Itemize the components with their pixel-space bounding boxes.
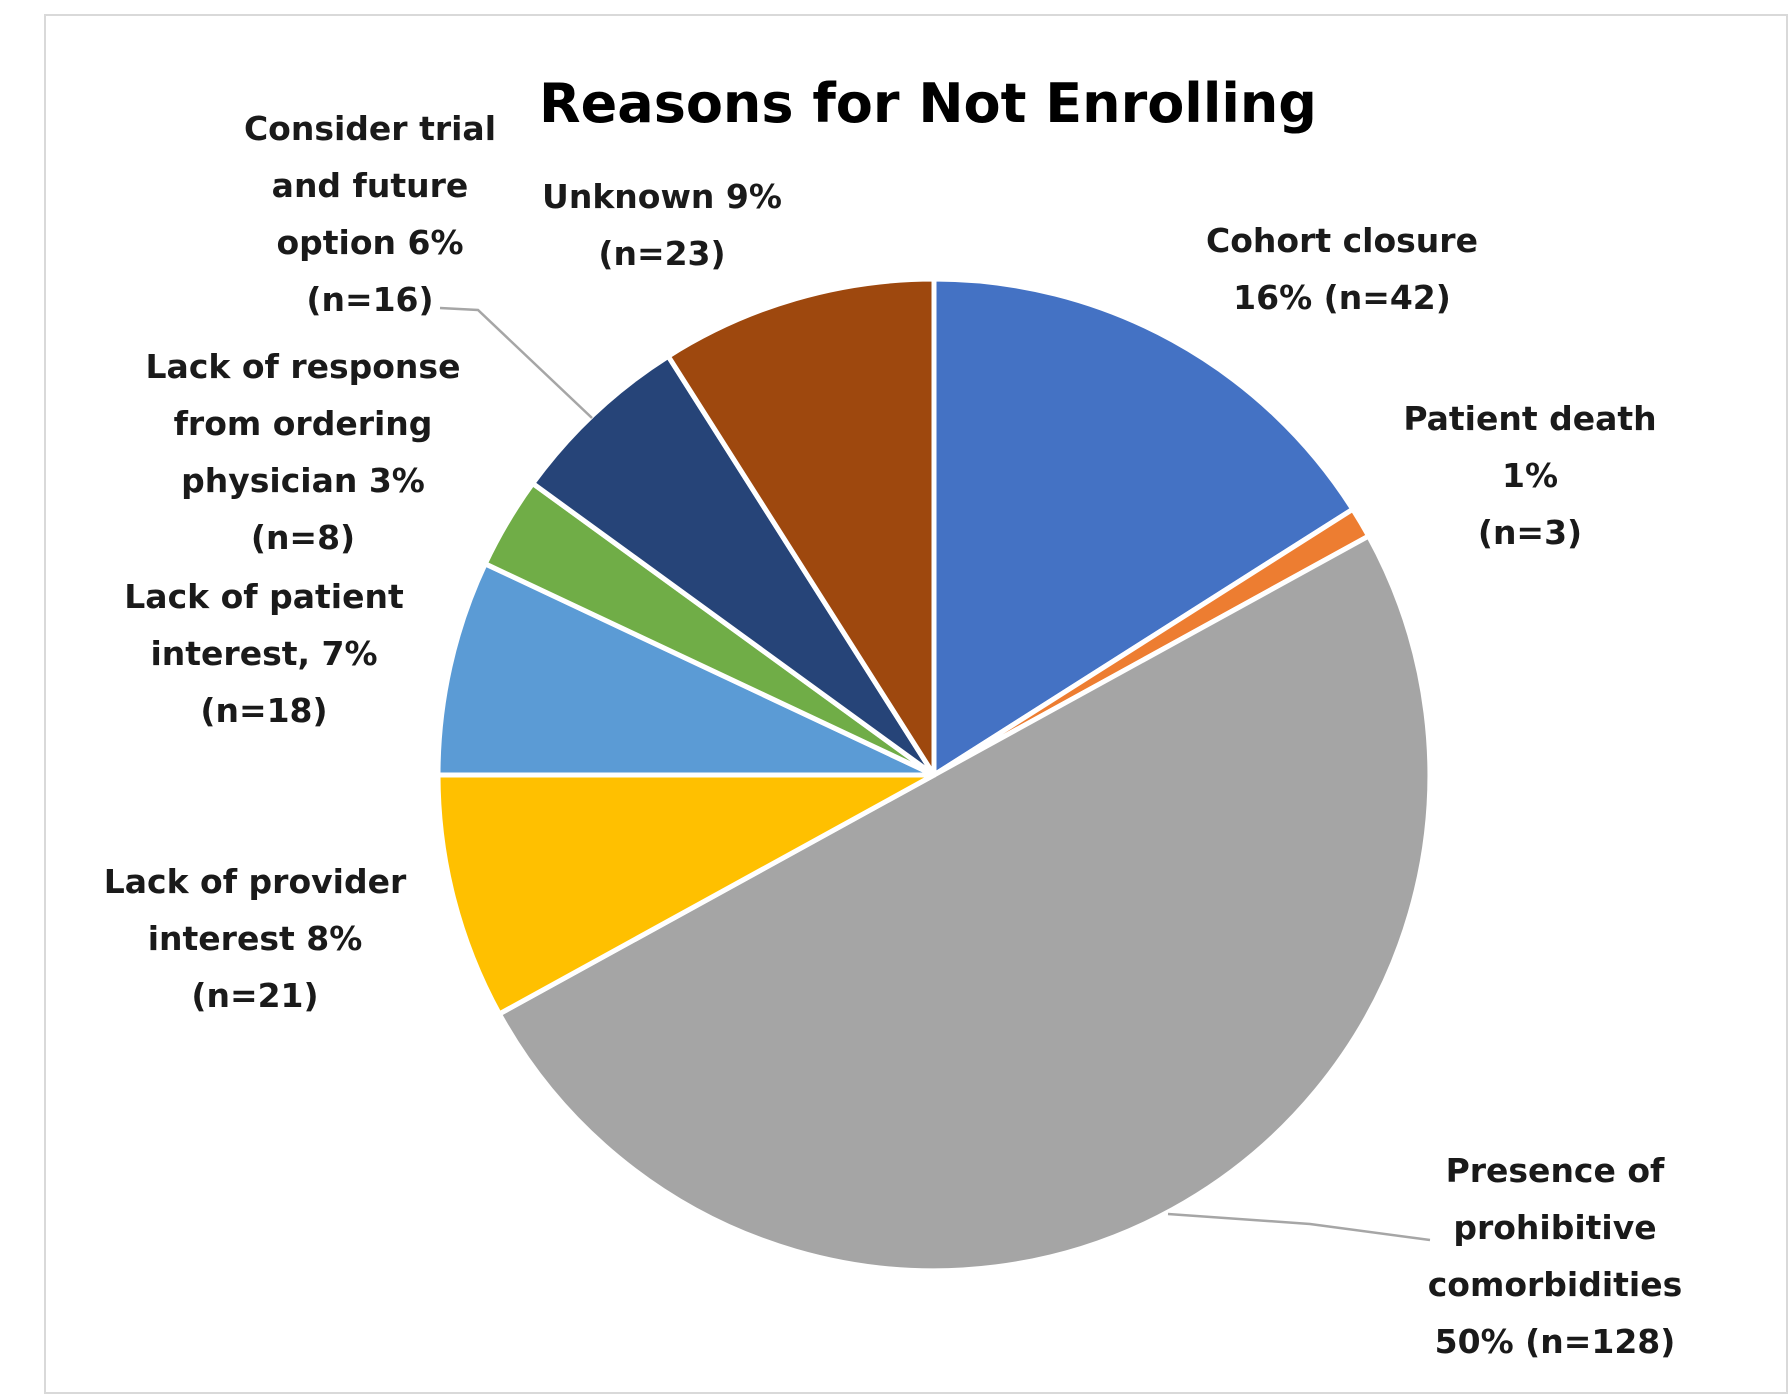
- slice-label-line: Lack of response: [146, 347, 461, 386]
- slice-label-consider-trial-and-future-option: Consider trial and future option 6% (n=16): [244, 109, 496, 319]
- chart-title: Reasons for Not Enrolling: [539, 72, 1317, 135]
- slice-label-cohort-closure: Cohort closure 16% (n=42): [1206, 221, 1478, 317]
- slice-label-line: from ordering: [174, 404, 433, 443]
- slice-label-line: (n=23): [598, 234, 725, 273]
- pie-slice-unknown: [665, 276, 937, 778]
- pie-slices: [435, 276, 1433, 1274]
- slice-label-line: 16% (n=42): [1233, 278, 1451, 317]
- slice-label-line: (n=3): [1478, 513, 1582, 552]
- slice-label-line: (n=8): [251, 518, 355, 557]
- pie-slice-cohort-closure: [931, 276, 1356, 778]
- slice-label-patient-death: Patient death 1% (n=3): [1403, 399, 1656, 552]
- leader-lines: [439, 306, 1431, 1242]
- slice-label-line: Presence of: [1446, 1151, 1665, 1190]
- slice-label-line: (n=16): [306, 280, 433, 319]
- slice-label-line: option 6%: [276, 223, 463, 262]
- slice-label-line: prohibitive: [1453, 1208, 1656, 1247]
- slice-label-line: Patient death: [1403, 399, 1656, 438]
- slice-label-line: Lack of provider: [104, 862, 407, 901]
- slice-label-line: and future: [272, 166, 469, 205]
- slice-label-line: comorbidities: [1428, 1265, 1683, 1304]
- slice-label-lack-of-patient-interest: Lack of patient interest, 7% (n=18): [124, 577, 404, 730]
- slice-label-line: interest, 7%: [150, 634, 377, 673]
- slice-label-line: Consider trial: [244, 109, 496, 148]
- pie-slice-consider-trial-and-future-option: [530, 353, 937, 778]
- slice-label-lack-of-provider-interest: Lack of provider interest 8% (n=21): [104, 862, 407, 1015]
- slice-label-line: (n=21): [191, 976, 318, 1015]
- pie-slice-presence-of-prohibitive-comorbidities: [496, 533, 1433, 1274]
- leader-line-consider-trial: [439, 306, 593, 419]
- slice-label-lack-of-response-from-ordering-physician: Lack of response from ordering physician 3…: [146, 347, 461, 557]
- slice-label-unknown: Unknown 9% (n=23): [542, 177, 782, 273]
- pie-slice-lack-of-patient-interest: [435, 561, 937, 778]
- slice-label-presence-of-prohibitive-comorbidities: Presence of prohibitive comorbidities 50% (…: [1428, 1151, 1683, 1361]
- slice-label-line: 50% (n=128): [1435, 1322, 1676, 1361]
- slice-label-line: 1%: [1502, 456, 1558, 495]
- slice-label-line: Cohort closure: [1206, 221, 1478, 260]
- pie-slice-lack-of-provider-interest: [435, 772, 937, 1017]
- slice-label-line: Lack of patient: [124, 577, 404, 616]
- slice-label-line: physician 3%: [181, 461, 425, 500]
- slice-labels: Cohort closure 16% (n=42) Patient death 1% (…: [104, 109, 1683, 1361]
- slice-label-line: interest 8%: [148, 919, 363, 958]
- slice-label-line: (n=18): [200, 691, 327, 730]
- leader-line-comorbidities: [1167, 1212, 1431, 1242]
- slice-label-line: Unknown 9%: [542, 177, 782, 216]
